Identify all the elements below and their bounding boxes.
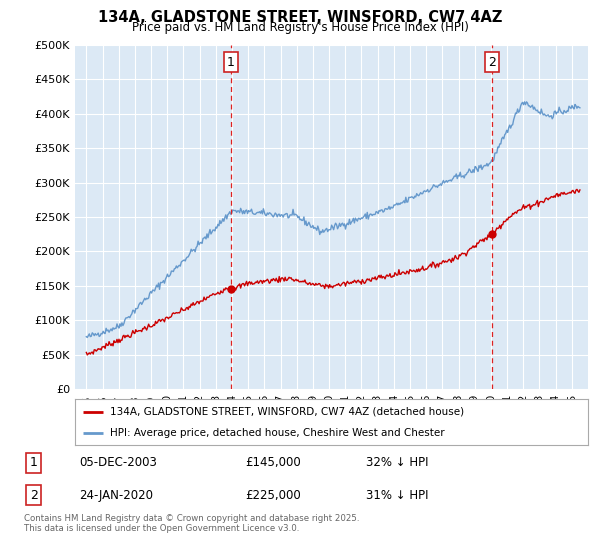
Text: £225,000: £225,000 <box>245 488 301 502</box>
Text: 2: 2 <box>488 55 496 68</box>
Text: Contains HM Land Registry data © Crown copyright and database right 2025.
This d: Contains HM Land Registry data © Crown c… <box>24 514 359 534</box>
Text: 2: 2 <box>30 488 38 502</box>
Text: HPI: Average price, detached house, Cheshire West and Chester: HPI: Average price, detached house, Ches… <box>110 428 445 438</box>
Text: 31% ↓ HPI: 31% ↓ HPI <box>366 488 429 502</box>
Text: £145,000: £145,000 <box>245 456 301 469</box>
Text: 1: 1 <box>30 456 38 469</box>
Text: 134A, GLADSTONE STREET, WINSFORD, CW7 4AZ: 134A, GLADSTONE STREET, WINSFORD, CW7 4A… <box>98 10 502 25</box>
Text: 05-DEC-2003: 05-DEC-2003 <box>79 456 157 469</box>
Text: 24-JAN-2020: 24-JAN-2020 <box>79 488 153 502</box>
Text: 32% ↓ HPI: 32% ↓ HPI <box>366 456 429 469</box>
Text: 1: 1 <box>227 55 235 68</box>
Text: Price paid vs. HM Land Registry's House Price Index (HPI): Price paid vs. HM Land Registry's House … <box>131 21 469 34</box>
Text: 134A, GLADSTONE STREET, WINSFORD, CW7 4AZ (detached house): 134A, GLADSTONE STREET, WINSFORD, CW7 4A… <box>110 407 464 417</box>
